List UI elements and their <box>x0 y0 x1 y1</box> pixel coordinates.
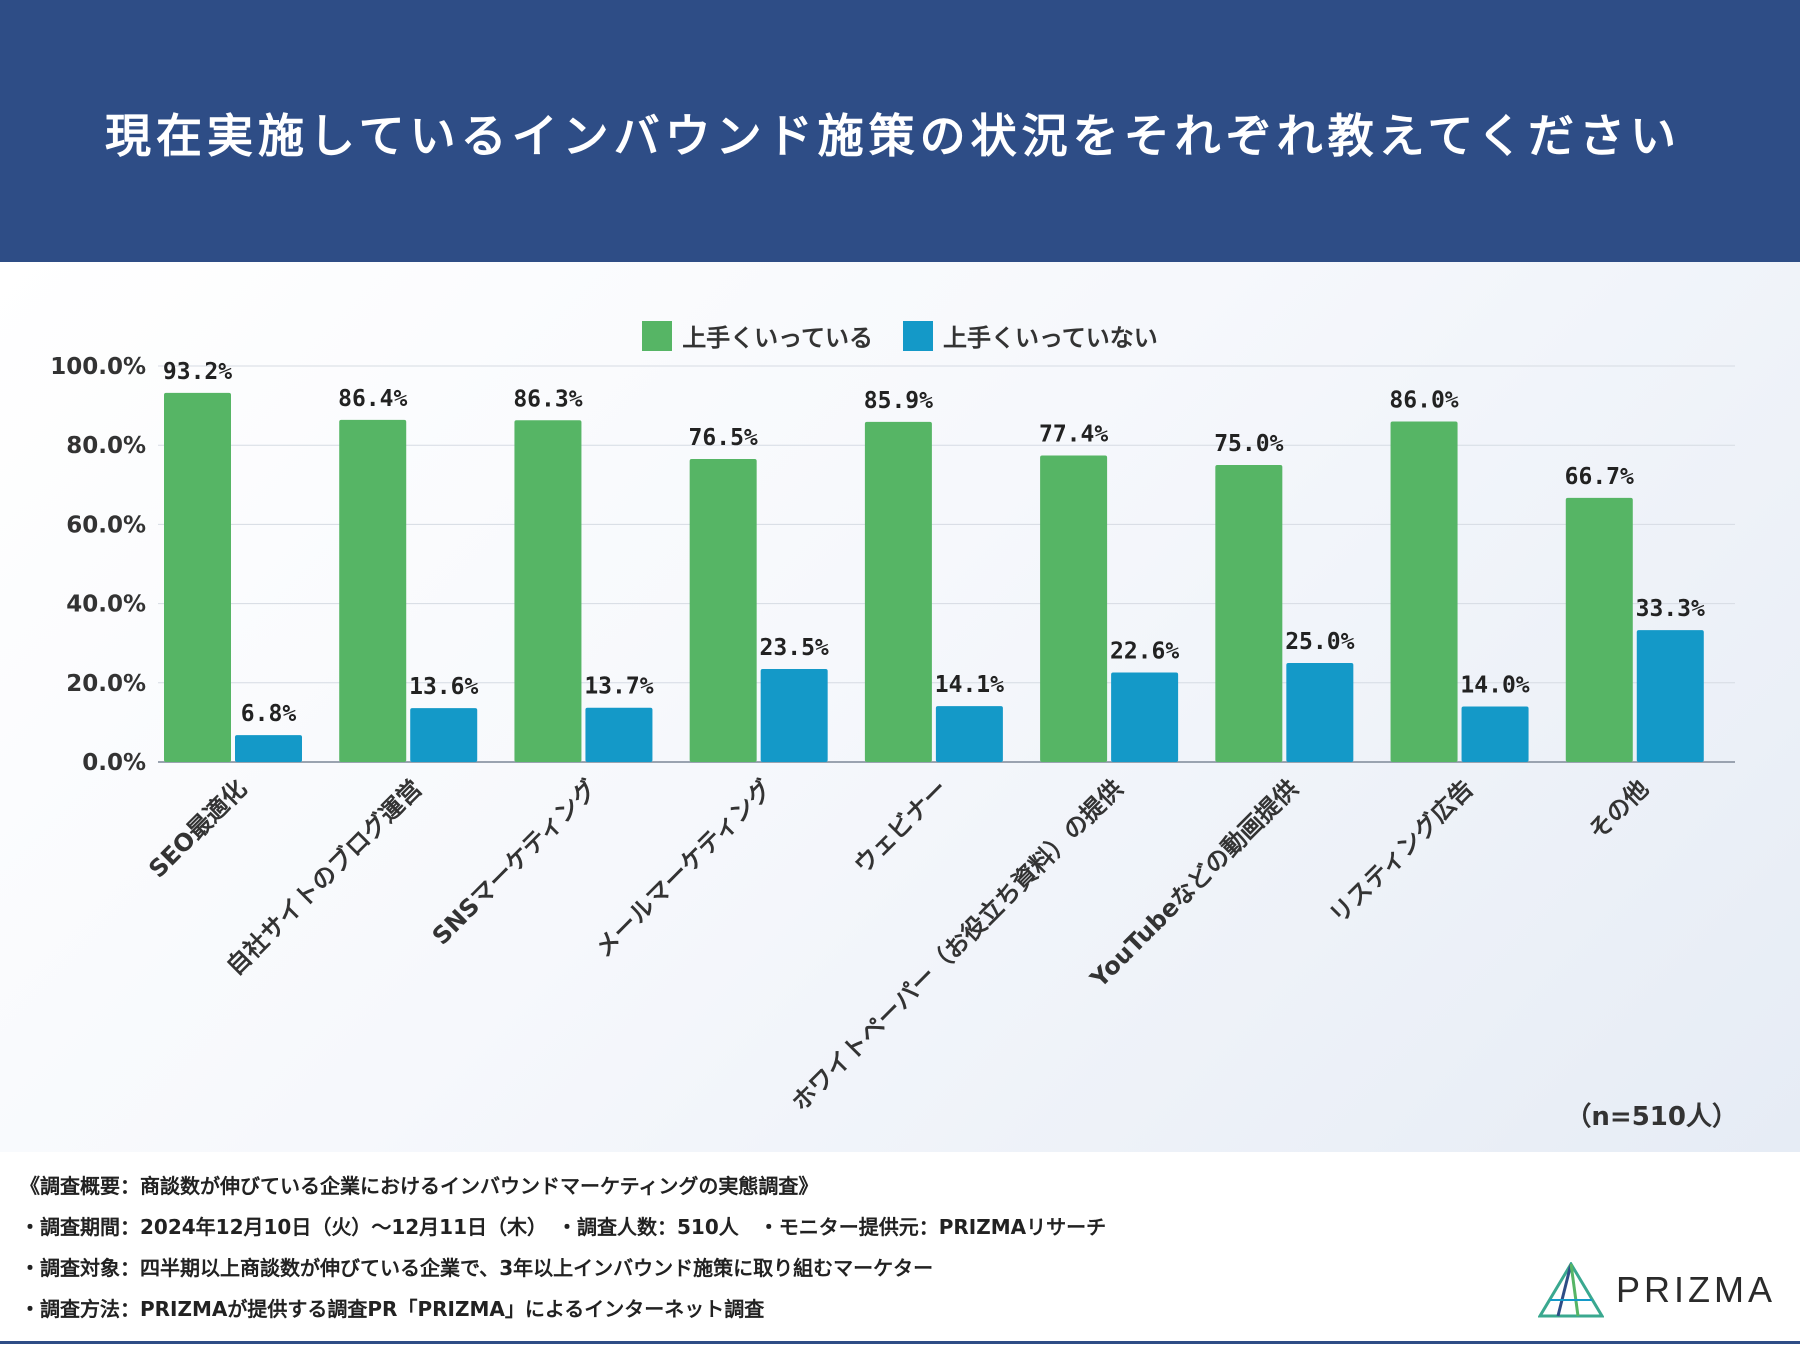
bar <box>514 420 582 762</box>
bar <box>1111 672 1179 762</box>
survey-method: ・調査方法：PRIZMAが提供する調査PR「PRIZMA」によるインターネット調… <box>20 1297 765 1321</box>
data-label: 25.0% <box>1285 629 1354 655</box>
x-tick-label: ウェビナー <box>848 774 953 879</box>
x-tick-label: SNSマーケティング <box>427 774 603 950</box>
legend-item-success: 上手くいっている <box>642 318 873 353</box>
bar <box>1565 497 1633 762</box>
bar <box>1286 663 1354 762</box>
legend-label-success: 上手くいっている <box>682 324 873 352</box>
legend-item-failure: 上手くいっていない <box>903 318 1158 353</box>
bar <box>1215 465 1283 762</box>
data-label: 86.0% <box>1389 387 1458 413</box>
data-label: 13.7% <box>584 674 653 700</box>
chart-legend: 上手くいっている 上手くいっていない <box>0 318 1800 353</box>
footer-divider <box>0 1341 1800 1344</box>
data-label: 13.6% <box>409 674 478 700</box>
y-tick-label: 0.0% <box>82 750 146 776</box>
x-tick-label: 自社サイトのブログ運営 <box>221 774 427 980</box>
data-label: 14.0% <box>1460 673 1529 699</box>
survey-period: ・調査期間：2024年12月10日（火）〜12月11日（木） ・調査人数：510… <box>20 1215 1107 1239</box>
x-tick-label: メールマーケティング <box>590 774 778 962</box>
bar <box>1040 455 1108 762</box>
bar-chart: 0.0% 20.0% 40.0% 60.0% 80.0% 100.0% 93.2% 6.8% S… <box>50 354 1735 1117</box>
legend-swatch-success <box>642 320 673 351</box>
data-label: 66.7% <box>1565 464 1634 490</box>
bar <box>689 459 757 762</box>
prizma-logo-icon <box>1537 1262 1604 1318</box>
survey-summary: 《調査概要：商談数が伸びている企業におけるインバウンドマーケティングの実態調査》 <box>20 1174 819 1198</box>
data-label: 86.3% <box>513 386 582 412</box>
y-tick-label: 20.0% <box>66 671 146 697</box>
y-tick-label: 60.0% <box>66 512 146 538</box>
prizma-logo-text: PRIZMA <box>1615 1269 1776 1310</box>
bar <box>339 419 407 762</box>
x-tick-label: その他 <box>1583 774 1654 845</box>
bar <box>935 706 1003 762</box>
y-tick-label: 80.0% <box>66 433 146 459</box>
x-tick-label: ホワイトペーパー（お役立ち資料）の提供 <box>786 774 1128 1116</box>
bar <box>1636 630 1704 762</box>
y-tick-label: 40.0% <box>66 592 146 618</box>
data-label: 85.9% <box>864 388 933 414</box>
bar <box>1390 421 1458 762</box>
data-label: 86.4% <box>338 386 407 412</box>
bar <box>164 392 231 762</box>
data-label: 76.5% <box>689 425 758 451</box>
bar <box>235 735 302 762</box>
y-tick-label: 100.0% <box>50 354 146 380</box>
legend-label-failure: 上手くいっていない <box>943 324 1158 352</box>
data-label: 33.3% <box>1636 596 1705 622</box>
legend-swatch-failure <box>903 320 933 351</box>
data-label: 14.1% <box>935 672 1004 698</box>
bar <box>864 421 932 762</box>
data-label: 6.8% <box>241 701 297 727</box>
header-banner: 現在実施しているインバウンド施策の状況をそれぞれ教えてください <box>0 0 1800 262</box>
data-label: 22.6% <box>1110 639 1179 665</box>
sample-size: （n=510人） <box>1565 1102 1738 1132</box>
data-label: 23.5% <box>760 635 829 661</box>
bar <box>585 707 653 762</box>
x-tick-label: リスティング広告 <box>1324 774 1479 929</box>
bar <box>410 708 478 762</box>
bar <box>1461 706 1529 762</box>
survey-target: ・調査対象：四半期以上商談数が伸びている企業で、3年以上インバウンド施策に取り組… <box>20 1256 934 1280</box>
prizma-logo: PRIZMA <box>1537 1262 1776 1318</box>
page-title: 現在実施しているインバウンド施策の状況をそれぞれ教えてください <box>105 109 1681 163</box>
x-tick-label: YouTubeなどの動画提供 <box>1084 774 1303 993</box>
footer: 《調査概要：商談数が伸びている企業におけるインバウンドマーケティングの実態調査》… <box>0 1152 1800 1350</box>
bar <box>760 668 828 762</box>
data-label: 75.0% <box>1214 431 1283 457</box>
data-label: 93.2% <box>163 359 232 385</box>
x-tick-label: SEO最適化 <box>143 774 252 883</box>
data-label: 77.4% <box>1039 421 1108 447</box>
